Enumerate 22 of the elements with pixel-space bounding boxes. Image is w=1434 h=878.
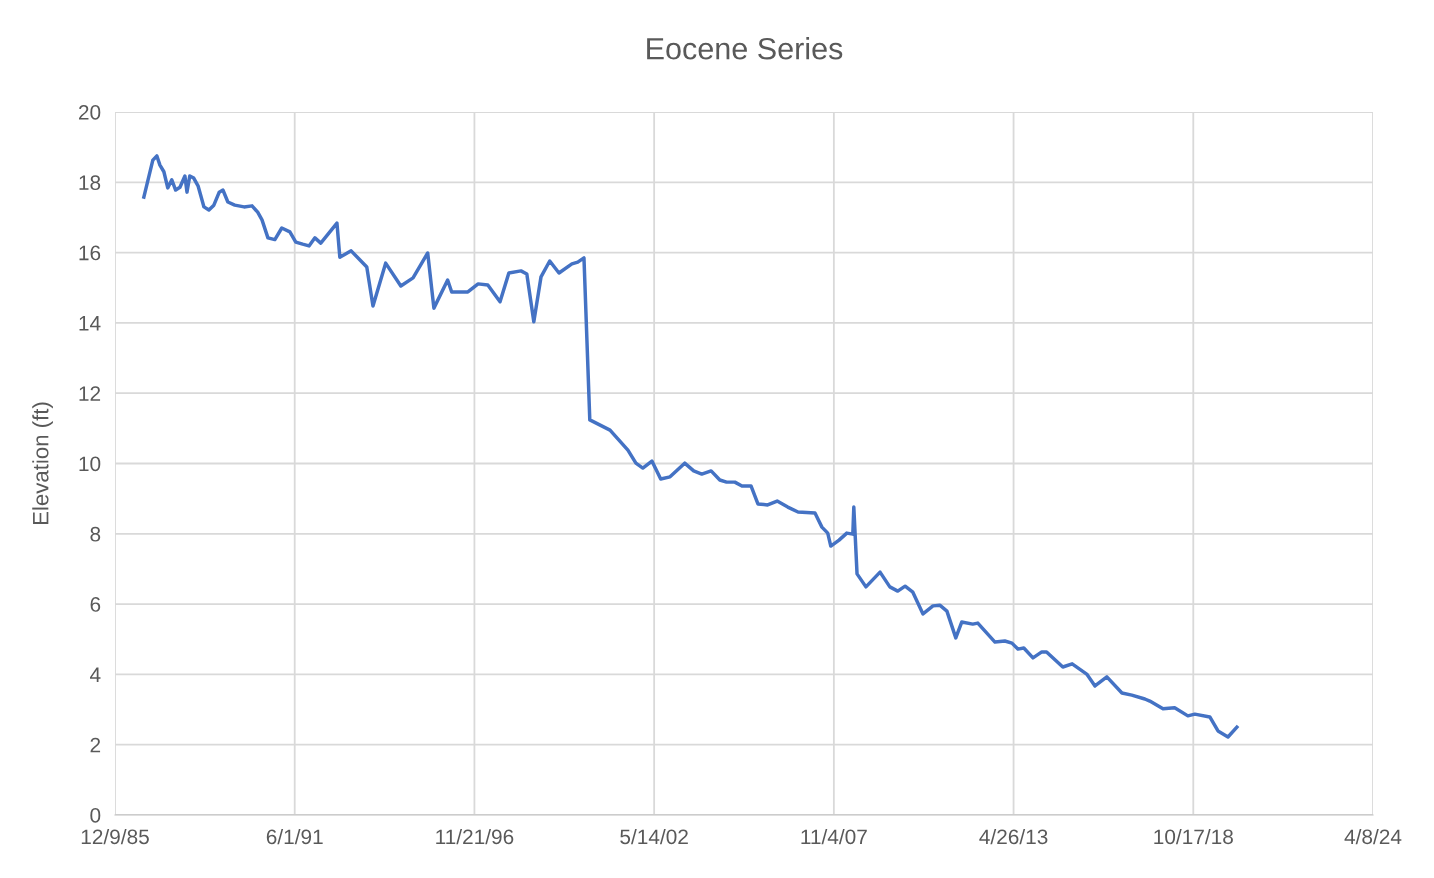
- x-tick-label: 6/1/91: [266, 828, 323, 845]
- x-tick-label: 11/4/07: [801, 828, 867, 845]
- y-tick-label: 8: [90, 526, 101, 542]
- y-tick-label: 6: [90, 597, 101, 612]
- x-tick-label: 5/14/02: [620, 828, 688, 845]
- y-tick-label: 10: [79, 456, 101, 472]
- x-tick-label: 11/21/96: [436, 828, 514, 845]
- y-axis-title: Elevation (ft): [32, 402, 53, 525]
- x-tick-label: 4/8/24: [1344, 828, 1402, 845]
- y-tick-label: 18: [79, 175, 101, 191]
- y-tick-label: 4: [90, 667, 101, 682]
- y-tick-label: 20: [78, 105, 101, 120]
- y-tick-label: 16: [79, 245, 101, 261]
- chart-title: Eocene Series: [647, 37, 843, 60]
- x-tick-label: 4/26/13: [979, 828, 1048, 845]
- y-tick-label: 12: [79, 386, 101, 401]
- line-series: [142, 154, 1239, 739]
- x-tick-label: 12/9/85: [81, 828, 149, 845]
- y-tick-label: 0: [90, 808, 101, 823]
- y-tick-label: 2: [90, 737, 101, 753]
- y-tick-label: 14: [79, 316, 101, 331]
- x-tick-label: 10/17/18: [1154, 828, 1233, 845]
